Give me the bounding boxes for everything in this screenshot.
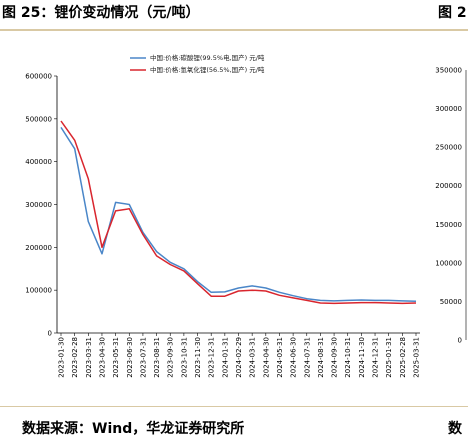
right-chart-y-tick-label: 100000 bbox=[435, 259, 462, 267]
series-line-2 bbox=[60, 120, 417, 305]
x-tick-label: 2023-11-30 bbox=[194, 337, 202, 378]
x-tick-label: 2024-09-30 bbox=[331, 337, 339, 378]
series-line-1 bbox=[60, 126, 417, 303]
x-tick-label: 2024-03-31 bbox=[249, 337, 257, 378]
right-chart-y-tick-label: 250000 bbox=[435, 144, 462, 152]
x-tick-label: 2023-06-30 bbox=[126, 337, 134, 378]
x-tick-label: 2024-10-31 bbox=[344, 337, 352, 378]
right-chart-y-tick-label: 350000 bbox=[435, 67, 462, 75]
x-tick-label: 2023-03-31 bbox=[85, 337, 93, 378]
x-tick-label: 2024-01-31 bbox=[221, 337, 229, 378]
x-tick-label: 2025-03-31 bbox=[413, 337, 421, 378]
y-tick-label: 0 bbox=[48, 330, 52, 338]
x-tick-label: 2025-01-31 bbox=[385, 337, 393, 378]
next-figure-title-fragment: 图 2 bbox=[438, 5, 467, 21]
x-tick-label: 2023-04-30 bbox=[98, 337, 106, 378]
x-tick-label: 2024-04-30 bbox=[262, 337, 270, 378]
x-tick-label: 2023-09-30 bbox=[167, 337, 175, 378]
bottom-rule bbox=[0, 406, 468, 407]
y-tick-label: 400000 bbox=[25, 158, 52, 166]
data-source-note: 数据来源：Wind，华龙证券研究所 bbox=[22, 421, 245, 437]
x-tick-label: 2024-05-31 bbox=[276, 337, 284, 378]
x-tick-label: 2023-01-30 bbox=[58, 337, 66, 378]
legend-label-2: 中国:价格:氢氧化锂(56.5%,国产) 元/吨 bbox=[150, 65, 265, 74]
y-tick-label: 500000 bbox=[25, 115, 52, 123]
x-tick-label: 2024-11-30 bbox=[358, 337, 366, 378]
right-chart-y-tick-label: 150000 bbox=[435, 221, 462, 229]
y-tick-label: 300000 bbox=[25, 201, 52, 209]
x-tick-label: 2024-07-31 bbox=[303, 337, 311, 378]
right-chart-y-tick-label: 50000 bbox=[440, 298, 462, 306]
right-chart-y-tick-label: 300000 bbox=[435, 105, 462, 113]
x-tick-label: 2023-10-31 bbox=[180, 337, 188, 378]
legend-label-1: 中国:价格:碳酸锂(99.5%电,国产) 元/吨 bbox=[150, 53, 265, 62]
x-tick-label: 2023-02-28 bbox=[71, 337, 79, 378]
y-tick-label: 200000 bbox=[25, 244, 52, 252]
figure-title: 图 25：锂价变动情况（元/吨） bbox=[2, 5, 200, 21]
next-source-fragment: 数 bbox=[448, 421, 462, 437]
x-tick-label: 2024-06-30 bbox=[290, 337, 298, 378]
x-tick-label: 2023-12-31 bbox=[208, 337, 216, 378]
top-rule bbox=[0, 29, 468, 31]
y-tick-label: 100000 bbox=[25, 287, 52, 295]
x-tick-label: 2023-05-31 bbox=[112, 337, 120, 378]
x-tick-label: 2023-08-31 bbox=[153, 337, 161, 378]
x-tick-label: 2024-08-31 bbox=[317, 337, 325, 378]
right-chart-y-tick-label: 200000 bbox=[435, 182, 462, 190]
right-chart-y-tick-label: 0 bbox=[458, 337, 462, 345]
x-tick-label: 2024-02-29 bbox=[235, 337, 243, 378]
x-tick-label: 2023-07-31 bbox=[139, 337, 147, 378]
x-tick-label: 2024-12-31 bbox=[372, 337, 380, 378]
y-tick-label: 600000 bbox=[25, 73, 52, 81]
x-tick-label: 2025-02-28 bbox=[399, 337, 407, 378]
